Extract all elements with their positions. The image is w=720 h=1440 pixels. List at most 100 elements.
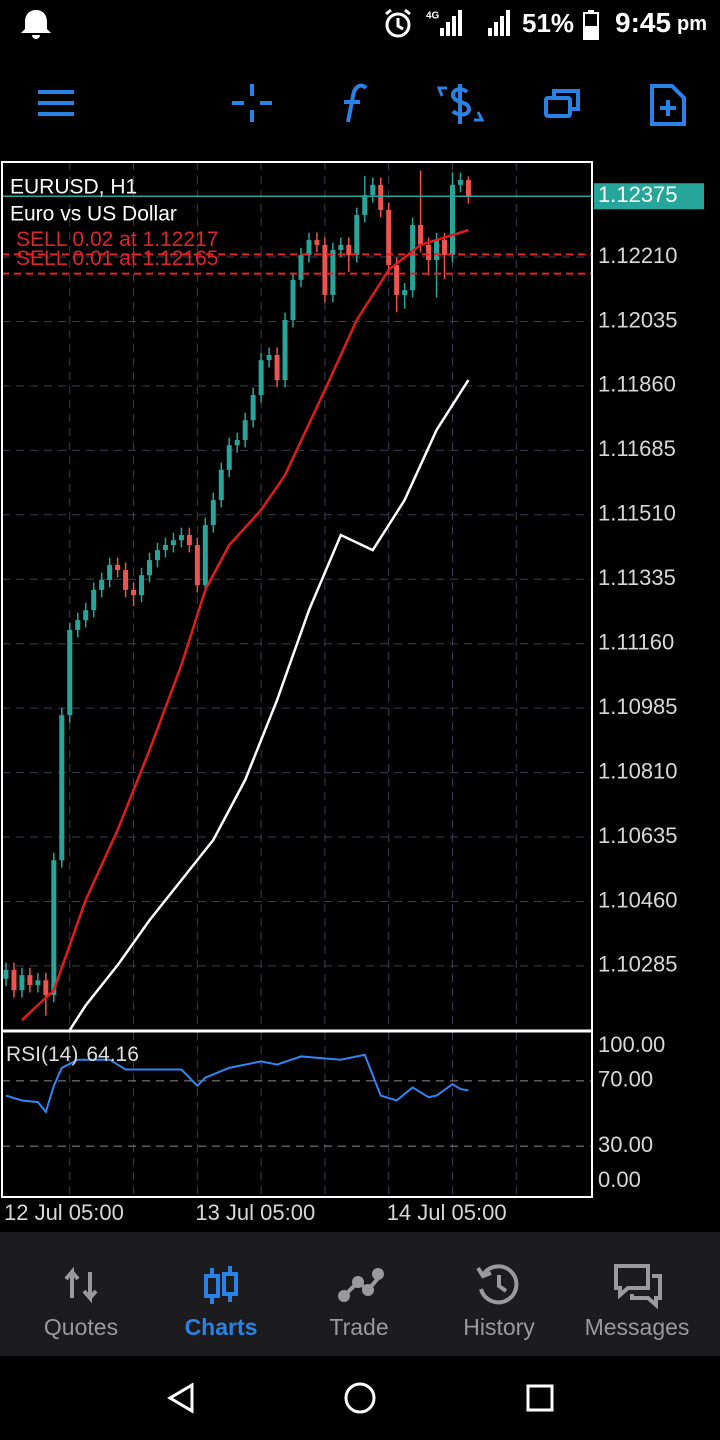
- candle-body: [43, 980, 49, 996]
- candle-body: [394, 265, 400, 295]
- candle-body: [170, 540, 176, 545]
- y-tick-label: 1.10985: [598, 694, 678, 719]
- candle-body: [115, 564, 121, 571]
- rsi-tick-label: 30.00: [598, 1132, 653, 1157]
- trade-icon[interactable]: [338, 1268, 384, 1302]
- y-tick-label: 1.11335: [598, 565, 676, 590]
- charts-icon[interactable]: [204, 1266, 238, 1304]
- current-price-label: 1.12375: [598, 182, 678, 207]
- candle-body: [139, 575, 145, 596]
- rsi-name: RSI(14): [6, 1043, 78, 1066]
- candle-body: [194, 544, 200, 586]
- symbol-title: EURUSD, H1: [10, 176, 137, 199]
- indicators-button[interactable]: [344, 83, 368, 123]
- candle-body: [449, 184, 455, 256]
- notification-icon: [21, 10, 51, 39]
- x-tick-label: 12 Jul 05:00: [4, 1200, 124, 1225]
- y-tick-label: 1.10635: [598, 823, 678, 848]
- crosshair-button[interactable]: [232, 84, 272, 122]
- windows-button[interactable]: [544, 89, 580, 118]
- history-icon[interactable]: [476, 1264, 519, 1305]
- candle-body: [457, 180, 463, 185]
- rsi-tick-label: 70.00: [598, 1067, 653, 1092]
- clock-time: 9:45: [615, 7, 671, 38]
- candle-body: [162, 544, 168, 551]
- candle-body: [362, 195, 368, 216]
- candle-body: [11, 969, 17, 991]
- candle-body: [218, 469, 224, 501]
- y-tick-label: 1.10285: [598, 952, 678, 977]
- candle-body: [202, 525, 208, 586]
- candle-body: [370, 184, 376, 196]
- candle-body: [258, 360, 264, 396]
- bottom-nav: [0, 1232, 720, 1356]
- candle-body: [434, 240, 440, 260]
- chart-frame: [1, 161, 593, 1198]
- candle-body: [107, 564, 113, 580]
- rsi-tick-label: 0.00: [598, 1167, 641, 1192]
- candle-body: [226, 445, 232, 470]
- candle-body: [242, 420, 248, 441]
- y-tick-label: 1.10810: [598, 758, 678, 783]
- candle-body: [75, 620, 81, 631]
- candle-body: [59, 715, 65, 861]
- candle-body: [210, 500, 216, 526]
- nav-icons: [64, 1264, 662, 1310]
- rsi-tick-label: 100.00: [598, 1032, 665, 1057]
- candle-body: [123, 570, 129, 590]
- candle-body: [91, 589, 97, 611]
- status-bar: 4G 51% 9:45 pm: [21, 7, 707, 40]
- back-button[interactable]: [167, 1382, 194, 1414]
- rsi-title: RSI(14) 64.16: [6, 1043, 139, 1066]
- candle-body: [266, 354, 272, 361]
- candle-body: [338, 244, 344, 251]
- candle-body: [386, 209, 392, 266]
- candle-body: [402, 290, 408, 295]
- candle-body: [426, 244, 432, 260]
- candle-body: [322, 244, 328, 295]
- messages-icon[interactable]: [614, 1264, 662, 1310]
- menu-button[interactable]: [38, 90, 74, 116]
- nav-label[interactable]: Quotes: [44, 1314, 118, 1340]
- candle-body: [250, 395, 256, 421]
- recents-button[interactable]: [526, 1384, 554, 1412]
- system-nav: [167, 1382, 554, 1414]
- y-tick-label: 1.11510: [598, 501, 676, 526]
- toolbar: [38, 83, 686, 126]
- rsi-value: 64.16: [86, 1043, 139, 1066]
- candle-body: [83, 610, 89, 621]
- candle-body: [306, 240, 312, 256]
- new-order-button[interactable]: [650, 84, 686, 126]
- candle-body: [410, 224, 416, 291]
- current-price-box: [594, 183, 704, 210]
- trade-button[interactable]: [436, 84, 485, 124]
- y-tick-label: 1.12210: [598, 243, 678, 268]
- y-tick-label: 1.11685: [598, 436, 676, 461]
- y-tick-label: 1.10460: [598, 887, 678, 912]
- candle-body: [186, 535, 192, 545]
- signal-icon: [488, 10, 510, 36]
- candle-body: [290, 279, 296, 320]
- candle-body: [442, 240, 447, 256]
- symbol-description: Euro vs US Dollar: [10, 203, 177, 226]
- candle-body: [354, 215, 360, 256]
- candle-body: [99, 579, 105, 590]
- nav-label[interactable]: History: [463, 1314, 535, 1340]
- signal-icon: [440, 10, 462, 36]
- candle-body: [330, 250, 336, 295]
- quotes-icon[interactable]: [64, 1266, 98, 1304]
- y-tick-label: 1.11160: [598, 630, 674, 655]
- order-label: SELL 0.02 at 1.12217: [16, 228, 218, 251]
- chart: 12 Jul 05:00 13 Jul 05:00 14 Jul 05:00 1.12…: [2, 162, 704, 1225]
- moving-average: [21, 228, 469, 1021]
- battery-icon: [583, 10, 599, 40]
- nav-label[interactable]: Charts: [185, 1314, 258, 1340]
- nav-label[interactable]: Messages: [585, 1314, 690, 1340]
- home-button[interactable]: [344, 1382, 376, 1414]
- x-tick-label: 13 Jul 05:00: [195, 1200, 315, 1225]
- candle-body: [282, 319, 288, 381]
- nav-label[interactable]: Trade: [329, 1314, 388, 1340]
